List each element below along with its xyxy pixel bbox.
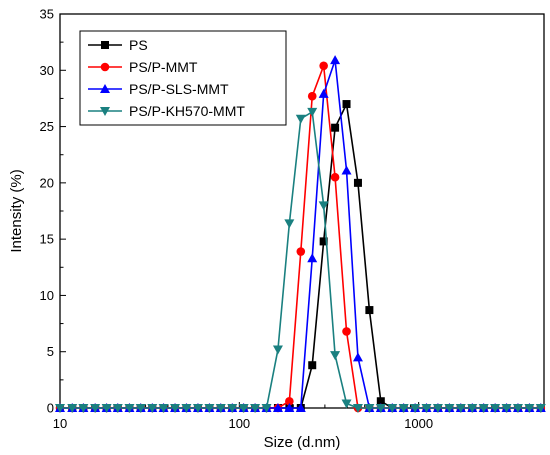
data-point [112, 404, 123, 413]
data-point [307, 107, 318, 117]
data-point [387, 404, 398, 413]
legend-marker [101, 41, 109, 49]
data-point [352, 352, 363, 362]
data-point [215, 404, 226, 413]
data-point [353, 178, 362, 187]
data-point [67, 404, 78, 413]
legend-label: PS/P-SLS-MMT [129, 81, 229, 97]
data-point [238, 404, 249, 413]
x-axis-label: Size (d.nm) [264, 434, 341, 451]
legend-marker [100, 107, 110, 116]
data-point [341, 399, 352, 409]
data-point [296, 247, 306, 256]
data-point [295, 403, 306, 412]
data-point [204, 404, 215, 413]
legend-marker [100, 62, 110, 72]
data-point [410, 404, 421, 413]
data-point [455, 404, 466, 413]
y-tick-label: 30 [40, 63, 54, 78]
data-point [444, 404, 455, 413]
data-point [342, 327, 351, 336]
y-tick-label: 35 [40, 7, 54, 22]
y-tick-label: 25 [40, 119, 54, 134]
legend-label: PS [129, 37, 148, 53]
y-tick-label: 5 [47, 344, 54, 359]
data-point [478, 404, 489, 413]
data-point [365, 306, 374, 315]
y-axis-label: Intensity (%) [8, 169, 25, 252]
data-point [319, 237, 328, 246]
data-point [501, 404, 512, 413]
data-point [330, 172, 340, 182]
data-point [170, 404, 181, 413]
data-point [432, 404, 443, 413]
data-point [135, 404, 146, 413]
x-tick-label: 100 [228, 416, 250, 431]
data-point [250, 404, 261, 413]
data-point [101, 404, 112, 413]
y-tick-label: 15 [40, 232, 54, 247]
data-point [535, 404, 546, 413]
data-point [55, 404, 65, 413]
tick-labels: 0 5 10 15 20 25 30 35 10 100 1000 [40, 7, 434, 432]
data-point [490, 404, 501, 413]
data-point [342, 100, 351, 109]
data-point [124, 404, 135, 413]
data-point [90, 404, 101, 413]
legend-box [79, 30, 287, 126]
data-point [295, 114, 306, 124]
data-point [319, 61, 328, 71]
data-point [192, 404, 203, 413]
data-point [261, 404, 272, 413]
y-tick-label: 0 [47, 401, 54, 416]
data-point [352, 404, 363, 413]
x-tick-label: 10 [53, 416, 67, 431]
data-point [308, 361, 317, 370]
data-point [272, 403, 283, 412]
y-tick-label: 10 [40, 288, 54, 303]
legend-label: PS/P-MMT [129, 59, 198, 75]
data-point [398, 404, 409, 413]
legend-marker [100, 84, 110, 93]
data-point [227, 404, 238, 413]
data-point [181, 404, 192, 413]
data-point [318, 201, 329, 211]
data-point [467, 404, 478, 413]
data-point [158, 404, 169, 413]
data-point [272, 345, 283, 355]
data-point [512, 404, 523, 413]
data-point [341, 165, 352, 175]
data-point [318, 88, 329, 98]
data-point [524, 404, 535, 413]
data-point [331, 123, 340, 132]
data-point [376, 397, 385, 406]
data-point [285, 396, 294, 406]
data-point [375, 404, 386, 413]
data-point [284, 403, 295, 412]
series-ps-p-kh570-mmt [55, 107, 546, 413]
legend: PS PS/P-MMT PS/P-SLS-MMT PS/P-KH570-MMT [79, 30, 287, 126]
data-point [330, 55, 341, 65]
data-point [78, 404, 89, 413]
legend-label: PS/P-KH570-MMT [129, 103, 245, 119]
series-layer [55, 55, 546, 413]
data-point [364, 404, 375, 413]
data-point [307, 91, 317, 101]
y-tick-label: 20 [40, 175, 54, 190]
data-point [147, 404, 158, 413]
data-point [284, 219, 295, 229]
data-point [330, 351, 341, 361]
x-tick-label: 1000 [404, 416, 433, 431]
data-point [307, 253, 318, 263]
data-point [421, 404, 432, 413]
